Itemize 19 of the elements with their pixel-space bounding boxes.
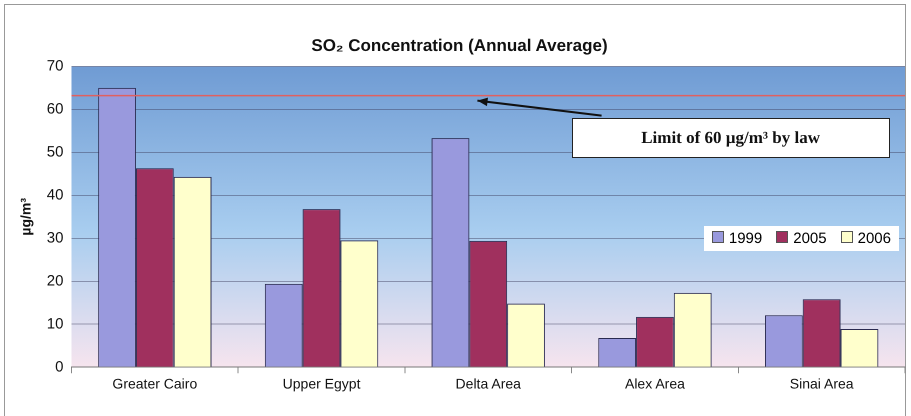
y-tick-label: 70	[46, 58, 64, 75]
callout-box: Limit of 60 µg/m³ by law	[572, 118, 890, 158]
y-tick-label: 20	[46, 272, 64, 290]
x-tick-label: Upper Egypt	[282, 375, 361, 392]
y-tick-label: 10	[46, 315, 64, 332]
legend-label: 1999	[728, 230, 762, 247]
x-tick-label: Delta Area	[456, 375, 522, 392]
y-tick-label: 60	[46, 100, 64, 118]
x-tick-label: Alex Area	[624, 375, 686, 392]
legend-label: 2005	[792, 230, 827, 247]
y-tick-label: 40	[46, 186, 64, 204]
x-tick-label: Sinai Area	[790, 375, 854, 392]
chart-title: SO₂ Concentration (Annual Average)	[311, 36, 608, 55]
y-tick-label: 0	[55, 358, 64, 376]
y-tick-label: 50	[46, 143, 64, 160]
legend-label: 2006	[856, 230, 891, 247]
y-tick-label: 30	[46, 229, 64, 246]
y-axis-title: µg/m³	[17, 198, 34, 236]
x-tick-label: Greater Cairo	[112, 375, 198, 392]
